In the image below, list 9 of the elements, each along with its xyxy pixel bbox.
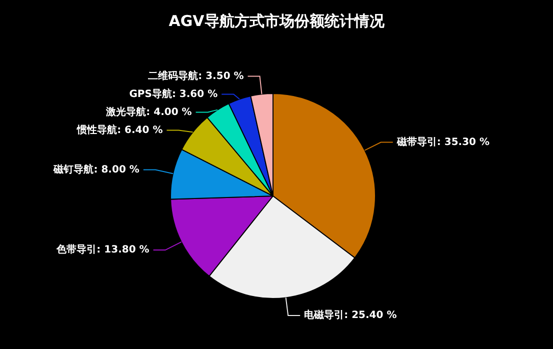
slice-label: 电磁导引: 25.40 %	[304, 309, 397, 322]
slice-label: GPS导航: 3.60 %	[129, 88, 218, 100]
slice-label: 惯性导航: 6.40 %	[76, 124, 163, 136]
slice-label: 激光导航: 4.00 %	[105, 106, 192, 118]
slice-label: 磁带导引: 35.30 %	[396, 136, 490, 148]
slice-label: 二维码导航: 3.50 %	[148, 70, 244, 82]
chart-title: AGV导航方式市场份额统计情况	[168, 12, 386, 30]
slice-label: 磁钉导航: 8.00 %	[52, 163, 140, 176]
slice-label: 色带导引: 13.80 %	[56, 244, 150, 256]
